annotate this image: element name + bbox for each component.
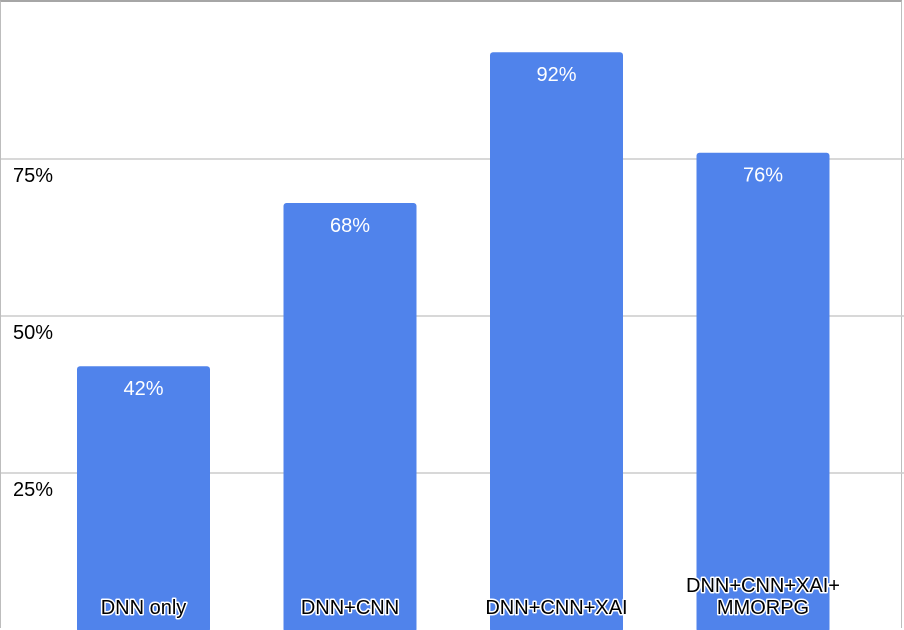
data-label: 42% bbox=[123, 378, 163, 400]
y-tick-label: 25% bbox=[13, 479, 53, 501]
y-axis-ticks: 25% 50% 75% bbox=[13, 165, 53, 501]
bars bbox=[77, 52, 830, 630]
bar bbox=[283, 202, 417, 630]
category-labels: DNN only DNN+CNN DNN+CNN+XAI DNN+CNN+XAI+MM… bbox=[99, 574, 841, 621]
bar bbox=[490, 52, 623, 630]
y-tick-label: 50% bbox=[13, 322, 53, 344]
bar bbox=[696, 152, 830, 630]
category-label: DNN+CNN+XAI bbox=[485, 597, 627, 619]
data-label: 92% bbox=[536, 64, 576, 86]
data-labels: 42% 68% 92% 76% bbox=[123, 64, 783, 400]
y-tick-label: 75% bbox=[13, 165, 53, 187]
data-label: 68% bbox=[330, 215, 370, 237]
category-label: MMORPG bbox=[717, 597, 809, 619]
bar bbox=[77, 366, 210, 630]
data-label: 76% bbox=[743, 165, 783, 187]
category-label: DNN only bbox=[101, 597, 187, 619]
category-label: DNN+CNN bbox=[301, 597, 399, 619]
category-label: DNN+CNN+XAI+ bbox=[686, 575, 840, 597]
